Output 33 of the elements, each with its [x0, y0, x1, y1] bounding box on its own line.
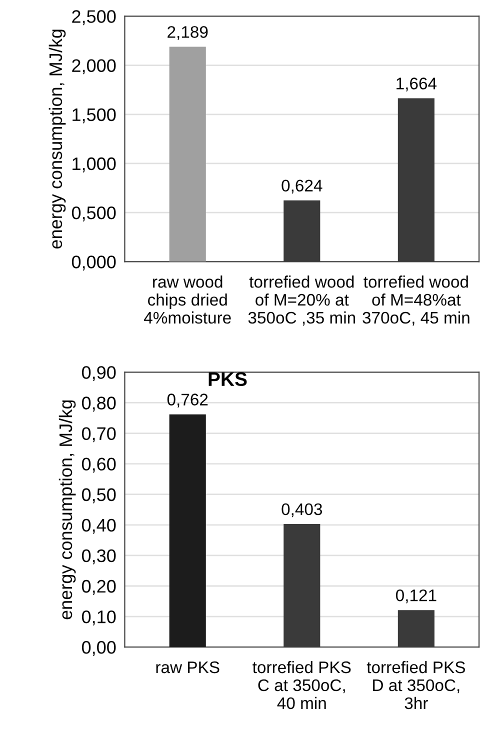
- y-tick-label: 2,500: [72, 10, 116, 26]
- x-tick-label: raw PKS: [156, 661, 220, 674]
- chart-title: PKS: [208, 372, 247, 386]
- bar: [169, 414, 206, 648]
- y-tick-label: 0,40: [82, 518, 116, 534]
- data-label: 2,189: [168, 26, 208, 40]
- x-tick-label: raw wood chips dried 4%moisture: [144, 276, 231, 324]
- y-tick-label: 0,30: [82, 549, 116, 564]
- y-tick-label: 2,000: [72, 59, 116, 74]
- y-tick-label: 1,000: [72, 157, 116, 172]
- y-tick-label: 0,50: [82, 488, 116, 504]
- y-tick-label: 1,500: [72, 108, 116, 124]
- data-label: 1,664: [396, 78, 437, 92]
- data-label: 0,762: [167, 394, 208, 408]
- y-tick-label: 0,10: [82, 610, 116, 626]
- y-tick-label: 0,500: [72, 206, 116, 222]
- bar: [169, 46, 206, 262]
- data-label: 0,121: [396, 589, 436, 604]
- y-tick-label: 0,90: [82, 366, 116, 382]
- y-tick-label: 0,70: [82, 427, 116, 442]
- y-tick-label: 0,20: [82, 580, 116, 595]
- x-tick-label: torrefied PKS C at 350oC, 40 min: [252, 660, 351, 710]
- x-tick-label: torrefied wood of M=20% at 350oC ,35 min: [248, 276, 356, 326]
- x-tick-label: torrefied PKS D at 350oC, 3hr: [366, 660, 465, 710]
- data-label: 0,624: [282, 180, 322, 194]
- data-label: 0,403: [282, 503, 322, 518]
- y-tick-label: 0,000: [72, 256, 116, 270]
- y-tick-label: 0,80: [82, 396, 116, 412]
- x-tick-label: torrefied wood of M=48%at 370oC, 45 min: [362, 276, 470, 326]
- y-tick-label: 0,60: [82, 458, 116, 473]
- y-tick-label: 0,00: [82, 641, 116, 656]
- y-axis-title: energy consumption, MJ/kg: [48, 30, 66, 249]
- y-axis-title: energy consumption, MJ/kg: [58, 400, 76, 620]
